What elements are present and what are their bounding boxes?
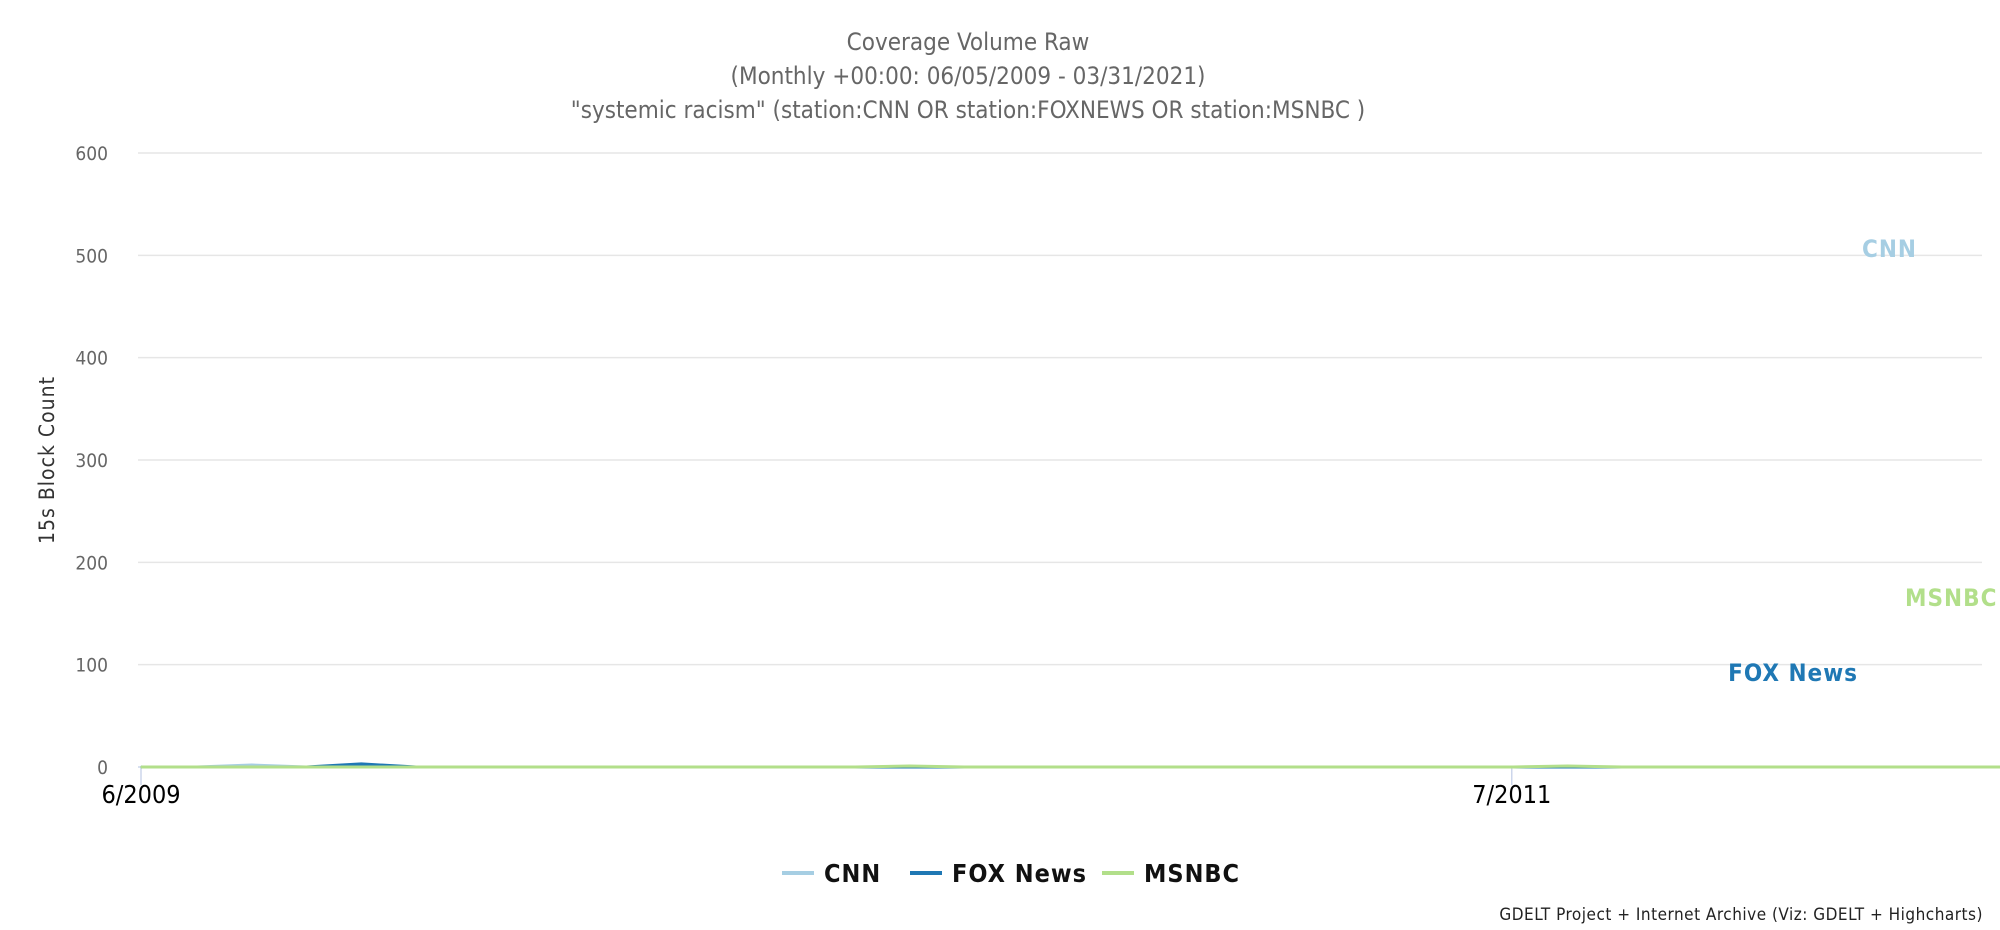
- y-tick-label: 0: [97, 757, 108, 779]
- y-tick-label: 400: [75, 348, 108, 370]
- legend-label: CNN: [824, 859, 881, 888]
- legend-label: MSNBC: [1144, 859, 1240, 888]
- y-tick-label: 200: [75, 552, 108, 574]
- series-line-msnbc: [140, 764, 2000, 769]
- series-line-fox-news: [140, 762, 2000, 769]
- series-lines: [140, 762, 2000, 769]
- y-axis-title: 15s Block Count: [35, 376, 59, 544]
- end-label-msnbc: MSNBC: [1905, 584, 1997, 612]
- x-tick-label: 7/2011: [1472, 780, 1551, 809]
- x-tick-label: 6/2009: [101, 780, 180, 809]
- y-tick-label: 300: [75, 450, 108, 472]
- chart-title-line-1: Coverage Volume Raw: [847, 28, 1090, 56]
- end-label-fox-news: FOX News: [1728, 659, 1858, 687]
- y-axis-ticks: 0 100 200 300 400 500 600: [75, 143, 108, 779]
- end-label-cnn: CNN: [1862, 235, 1917, 263]
- series-end-labels: CNN FOX News MSNBC: [1728, 235, 1997, 687]
- chart-title-line-2: (Monthly +00:00: 06/05/2009 - 03/31/2021…: [731, 62, 1206, 90]
- series-line-cnn: [140, 763, 2000, 769]
- legend-item-fox-news[interactable]: FOX News: [910, 859, 1087, 888]
- chart-title: Coverage Volume Raw (Monthly +00:00: 06/…: [571, 28, 1365, 124]
- grid-lines: [138, 152, 1982, 666]
- y-tick-label: 600: [75, 143, 108, 165]
- legend-label: FOX News: [952, 859, 1087, 888]
- legend-item-msnbc[interactable]: MSNBC: [1102, 859, 1240, 888]
- legend-item-cnn[interactable]: CNN: [782, 859, 881, 888]
- y-tick-label: 100: [75, 655, 108, 677]
- y-tick-label: 500: [75, 245, 108, 267]
- legend: CNN FOX News MSNBC: [782, 859, 1240, 888]
- chart-credit: GDELT Project + Internet Archive (Viz: G…: [1499, 905, 1983, 925]
- chart-title-line-3: "systemic racism" (station:CNN OR statio…: [571, 96, 1365, 124]
